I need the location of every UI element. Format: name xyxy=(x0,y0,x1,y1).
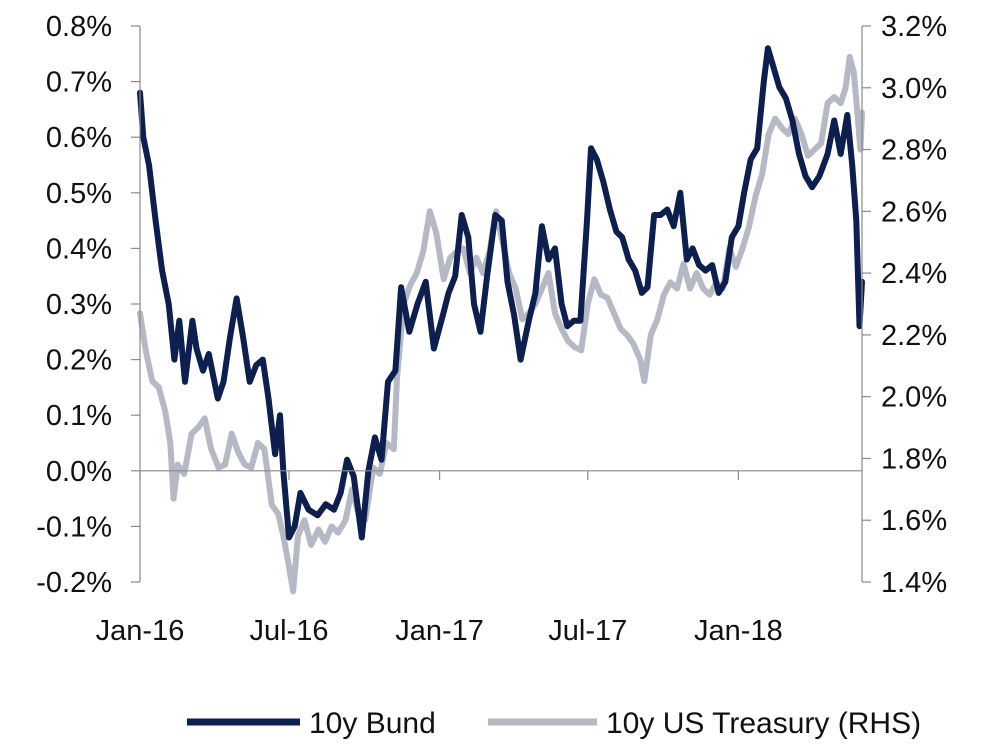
y-right-tick-label: 1.8% xyxy=(881,443,947,475)
series-line-bund xyxy=(137,45,865,541)
legend-label-us-treasury: 10y US Treasury (RHS) xyxy=(606,707,921,740)
y-left-tick-label: 0.8% xyxy=(46,11,112,43)
y-right-tick-label: 3.0% xyxy=(881,73,947,105)
y-right-tick-label: 3.2% xyxy=(881,11,947,43)
x-tick-label: Jan-18 xyxy=(694,615,783,647)
y-right-tick-label: 2.0% xyxy=(881,382,947,414)
y-left-tick-label: 0.7% xyxy=(46,67,112,99)
y-right-tick-label: 1.4% xyxy=(881,567,947,599)
y-left-tick-label: 0.2% xyxy=(46,345,112,377)
x-tick-label: Jan-17 xyxy=(395,615,484,647)
y-right-tick-label: 2.8% xyxy=(881,135,947,167)
axes: 0.8% 0.7% 0.6% 0.5% 0.4% 0.3% 0.2% 0.1% 0.0% -0.1… xyxy=(36,11,947,647)
y-right-tick-label: 2.4% xyxy=(881,258,947,290)
y-left-tick-label: 0.5% xyxy=(46,178,112,210)
y-left-tick-label: 0.6% xyxy=(46,122,112,154)
y-left-tick-label: 0.4% xyxy=(46,233,112,265)
legend-label-bund: 10y Bund xyxy=(309,707,436,740)
legend: 10y Bund 10y US Treasury (RHS) xyxy=(187,707,921,740)
plot-area xyxy=(137,45,865,595)
series-line-us-treasury xyxy=(137,53,865,595)
y-left-tick-label: 0.0% xyxy=(46,456,112,488)
y-right-tick-label: 2.6% xyxy=(881,196,947,228)
y-left-tick-label: -0.1% xyxy=(36,511,112,543)
x-tick-label: Jul-16 xyxy=(249,615,328,647)
y-left-tick-label: 0.3% xyxy=(46,289,112,321)
y-left-tick-label: -0.2% xyxy=(36,567,112,599)
x-tick-label: Jan-16 xyxy=(96,615,185,647)
y-right-tick-label: 2.2% xyxy=(881,320,947,352)
y-right-tick-label: 1.6% xyxy=(881,505,947,537)
x-tick-label: Jul-17 xyxy=(548,615,627,647)
y-left-tick-label: 0.1% xyxy=(46,400,112,432)
